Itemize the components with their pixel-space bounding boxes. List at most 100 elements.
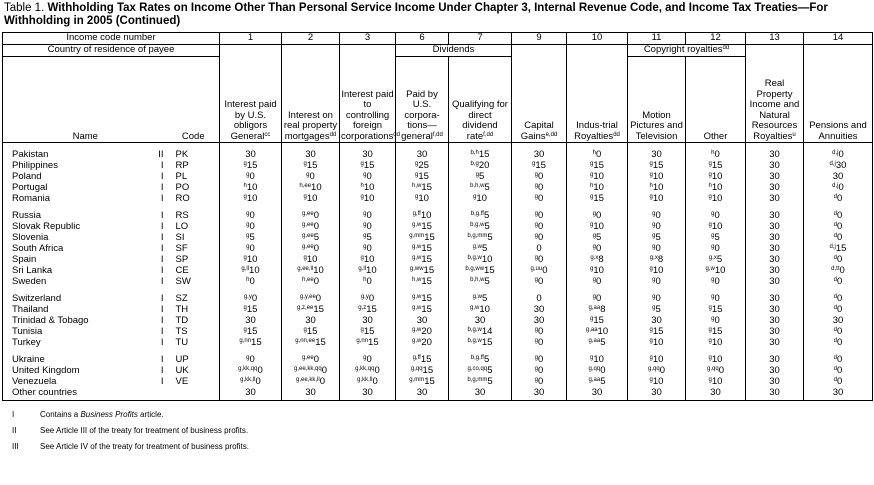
rate: 30 bbox=[533, 304, 545, 315]
treaty-article: I bbox=[160, 354, 164, 365]
rate: 10 bbox=[652, 171, 664, 182]
footnote-ref: g,kk,qq bbox=[355, 366, 375, 372]
rate-cell: g,w15 bbox=[395, 243, 449, 254]
rate-cell: 30 bbox=[745, 232, 804, 243]
rate: 30 bbox=[769, 254, 780, 265]
rate-cell: g10 bbox=[627, 348, 686, 365]
code: SI bbox=[175, 232, 185, 243]
footnote-ref: g bbox=[652, 211, 656, 217]
footnote-ref: g bbox=[590, 355, 594, 361]
country: Other countries bbox=[12, 387, 77, 398]
country-code: TD bbox=[167, 315, 220, 326]
rate: 5 bbox=[487, 232, 493, 243]
rate: 10 bbox=[418, 193, 429, 204]
footnote-ref: g,y bbox=[360, 294, 369, 300]
footnote-ref: g,mm bbox=[409, 233, 425, 239]
rate: 0 bbox=[374, 365, 380, 376]
footnote-ref: g,qq bbox=[410, 366, 423, 372]
column-header: Qualifying for direct dividend ratef,dd bbox=[448, 56, 512, 143]
country: Sri Lanka bbox=[12, 265, 53, 276]
rate: 10 bbox=[652, 265, 664, 276]
rate: 15 bbox=[423, 265, 435, 276]
rate-cell: g5 bbox=[627, 232, 686, 243]
footnote-ref: d bbox=[833, 211, 838, 217]
column-header: Pensions and Annuities bbox=[803, 44, 873, 143]
rate: 30 bbox=[305, 149, 316, 160]
group-header: Copyright royaltiesdd bbox=[627, 44, 746, 57]
footnote-ref: g,ee bbox=[302, 355, 314, 361]
rate: 15 bbox=[363, 160, 375, 171]
rate-cell: g,aa5 bbox=[566, 337, 628, 348]
rate: 30 bbox=[362, 149, 373, 160]
rate-cell: g,w15 bbox=[395, 304, 449, 315]
rate: 15 bbox=[306, 160, 318, 171]
rate-cell: 30 bbox=[745, 193, 804, 204]
rate-cell: d0 bbox=[803, 254, 873, 265]
rate-cell: g0 bbox=[566, 276, 628, 287]
rate-cell: 30 bbox=[745, 171, 804, 182]
rate: 15 bbox=[313, 304, 324, 315]
rate-cell: 30 bbox=[395, 315, 449, 326]
rate-cell: g,mm15 bbox=[395, 232, 449, 243]
rate: 0 bbox=[596, 293, 602, 304]
rate: 15 bbox=[835, 243, 847, 254]
footnote-ref: g bbox=[711, 233, 715, 239]
rate-cell: b,g,mm5 bbox=[448, 232, 512, 243]
rate: 0 bbox=[655, 276, 661, 287]
footnote-ref: g bbox=[649, 172, 653, 178]
rate-cell: g,ee,kk,qq0 bbox=[281, 365, 340, 376]
footnote-ref: g,qq bbox=[707, 366, 719, 372]
country: Tunisia bbox=[12, 326, 43, 337]
rate: 10 bbox=[652, 376, 664, 387]
rate: 30 bbox=[769, 171, 780, 182]
footnote-ref: g bbox=[363, 244, 367, 250]
rate-cell: g10 bbox=[685, 171, 746, 182]
rate: 15 bbox=[363, 326, 375, 337]
footnote-ref: g,w bbox=[412, 327, 422, 333]
rate: 0 bbox=[366, 276, 372, 287]
footnote-ref: g bbox=[306, 172, 310, 178]
rate: 10 bbox=[363, 254, 375, 265]
footnote-ref: h bbox=[649, 183, 653, 189]
rate: 0 bbox=[309, 171, 315, 182]
code: PO bbox=[175, 182, 190, 193]
footnote-ref: h bbox=[711, 150, 715, 156]
rate-cell: g,ee0 bbox=[281, 243, 340, 254]
rate: 0 bbox=[538, 221, 544, 232]
rate: 15 bbox=[421, 182, 432, 193]
rate: 30 bbox=[710, 387, 721, 398]
code-number: 14 bbox=[803, 32, 873, 45]
rate: 5 bbox=[484, 276, 490, 287]
footnote-ref: g,ee bbox=[302, 233, 314, 239]
rate: 20 bbox=[421, 326, 432, 337]
rate-cell: b,g,w15 bbox=[448, 337, 512, 348]
rate-cell: d0 bbox=[803, 376, 873, 387]
footnote-mark: I bbox=[12, 410, 15, 419]
country: Romania bbox=[12, 193, 51, 204]
rate: 0 bbox=[714, 149, 720, 160]
header-row: Country of residence of payee Interest pa… bbox=[2, 44, 873, 143]
rate-cell: g,w20 bbox=[395, 337, 449, 348]
footnote-ref: g,aa bbox=[585, 327, 598, 333]
footnote-ref: d,j bbox=[829, 161, 836, 167]
rate-cell: g,mm15 bbox=[395, 376, 449, 387]
footnote-ref: h bbox=[590, 183, 594, 189]
rate-cell: 30 bbox=[219, 142, 282, 160]
footnote: III See Article IV of the treaty for trea… bbox=[12, 439, 874, 455]
country-row: Tunisia I TS g15 g15 g15 g,w20 b,g,w14 g0 g,aa10 g… bbox=[2, 326, 873, 337]
rate-cell: g10 bbox=[219, 254, 282, 265]
rate-cell: h10 bbox=[219, 182, 282, 193]
rate: 30 bbox=[474, 387, 486, 398]
rate: 0 bbox=[655, 221, 661, 232]
treaty-article: I bbox=[160, 326, 164, 337]
rate-cell: 30 bbox=[627, 142, 686, 160]
footnote-ref: g bbox=[360, 194, 364, 200]
rate-cell: g,nn15 bbox=[219, 337, 282, 348]
rate: 0 bbox=[837, 232, 843, 243]
rate-cell: g,kk,ll0 bbox=[219, 376, 282, 387]
footnote-ref: g,ee,kk,qq bbox=[294, 366, 322, 372]
rate: 8 bbox=[598, 254, 604, 265]
footnote-ref: g,aa bbox=[588, 338, 601, 344]
rate-cell: d0 bbox=[803, 287, 873, 304]
rate-cell: g0 bbox=[511, 376, 567, 387]
